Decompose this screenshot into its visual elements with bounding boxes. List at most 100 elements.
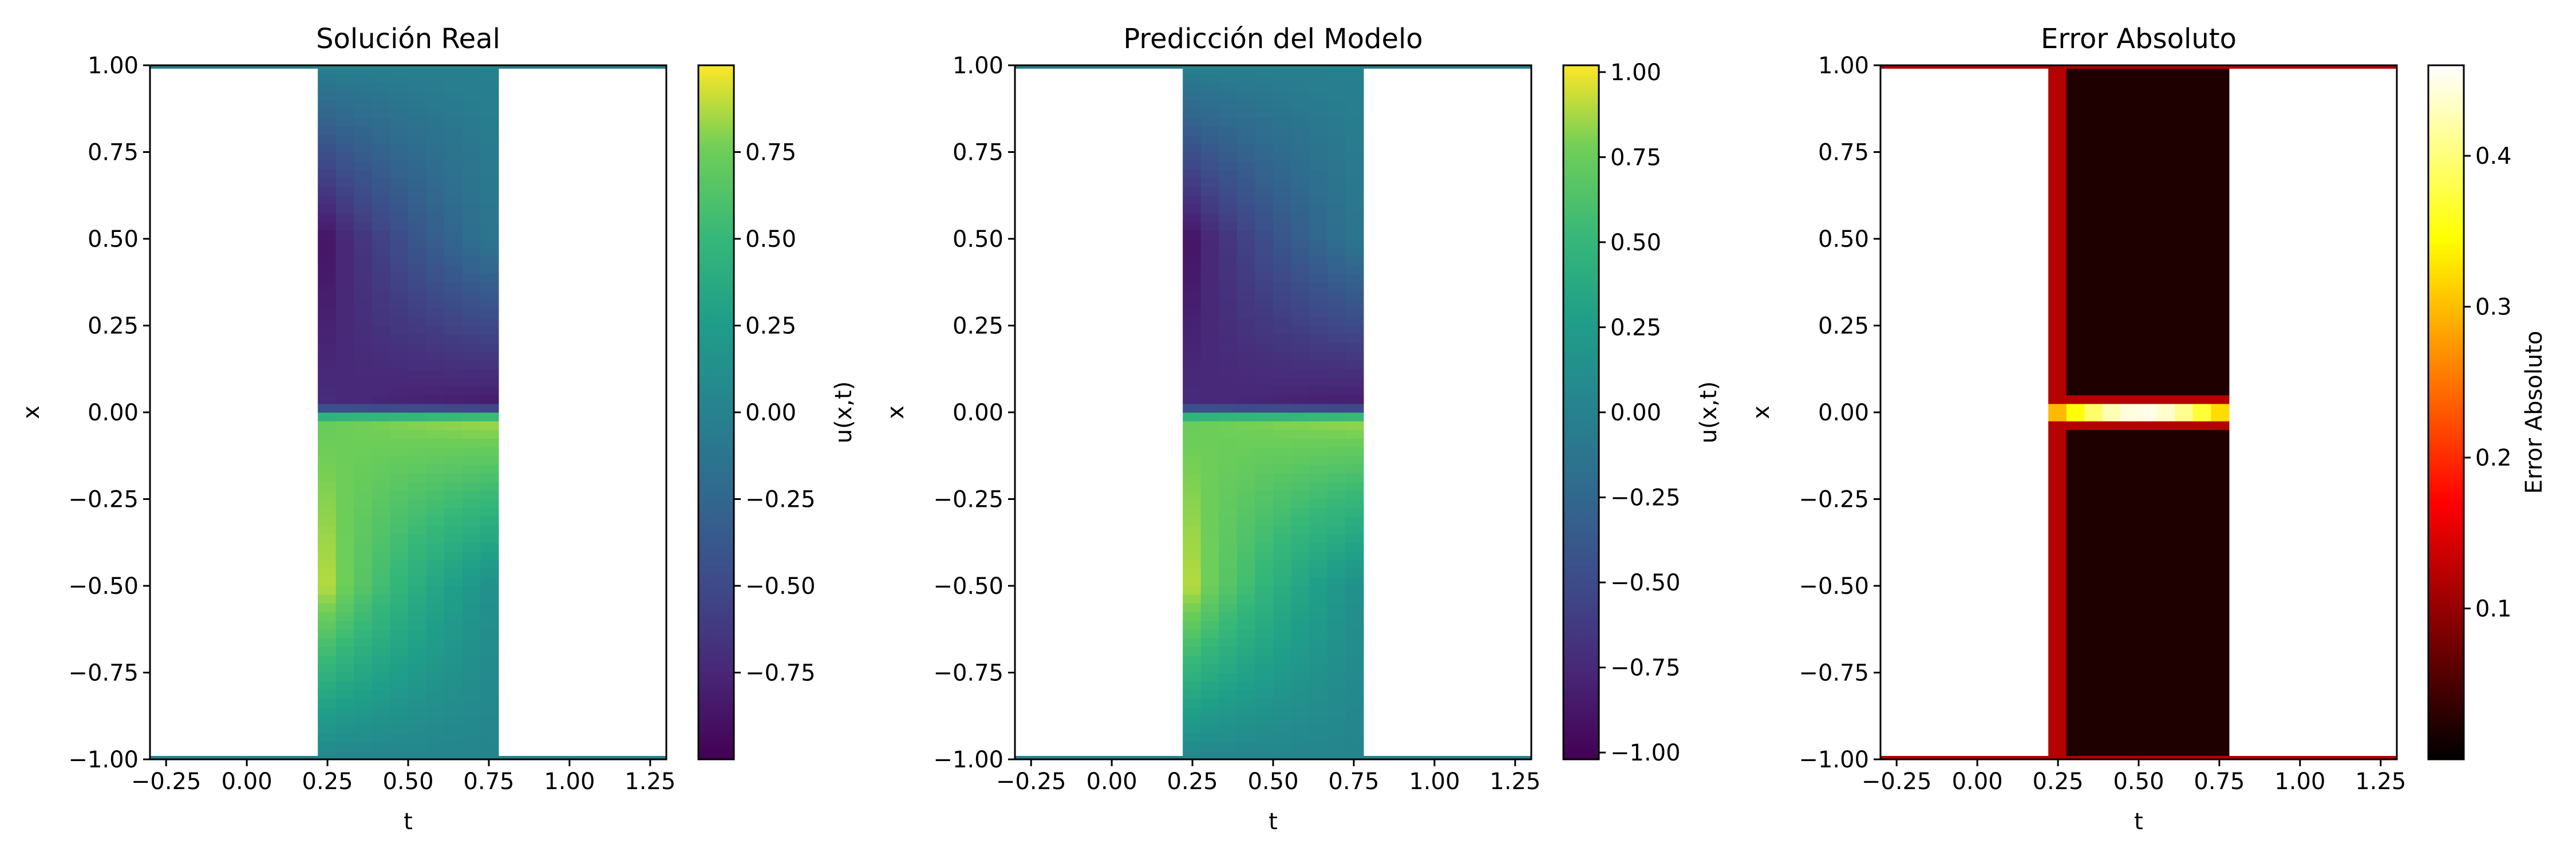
heatmap-cell (1273, 135, 1292, 144)
heatmap-cell (2066, 308, 2085, 317)
heatmap-cell (426, 360, 445, 369)
heatmap-cell (2048, 369, 2067, 378)
heatmap-cell (426, 542, 445, 551)
heatmap-cell (2084, 664, 2103, 673)
heatmap-cell (462, 681, 481, 691)
heatmap-cell (2102, 698, 2121, 708)
heatmap-cell (2120, 612, 2139, 621)
heatmap-cell (372, 178, 391, 187)
heatmap-cell (1183, 290, 1202, 300)
heatmap-cell (1183, 637, 1202, 647)
heatmap-cell (462, 534, 481, 543)
heatmap-cell (462, 178, 481, 187)
heatmap-cell (1291, 169, 1310, 179)
heatmap-cell (1183, 559, 1202, 569)
heatmap-cell (372, 126, 391, 135)
heatmap-cell (462, 742, 481, 751)
heatmap-cell (2084, 308, 2103, 317)
heatmap-cell (2192, 421, 2211, 430)
heatmap-cell (480, 464, 499, 474)
heatmap-cell (354, 265, 373, 274)
heatmap-cell (1236, 724, 1256, 734)
heatmap-cell (1327, 507, 1346, 517)
heatmap-cell (354, 143, 373, 153)
heatmap-cell (2066, 412, 2085, 421)
heatmap-cell (408, 334, 427, 344)
heatmap-cell (480, 525, 499, 534)
heatmap-cell (1200, 629, 1219, 639)
x-tick-label: 0.75 (1328, 769, 1379, 795)
heatmap-cell (2211, 273, 2230, 283)
heatmap-cell (335, 195, 354, 204)
heatmap-cell (2084, 100, 2103, 109)
heatmap-cell (1345, 342, 1364, 352)
heatmap-cell (390, 586, 409, 595)
heatmap-cell (2066, 334, 2085, 344)
heatmap-cell (1327, 273, 1346, 283)
heatmap-cell (1273, 290, 1292, 300)
heatmap-cell (480, 126, 499, 135)
heatmap-cell (1200, 637, 1219, 647)
heatmap-cell (1291, 742, 1310, 751)
heatmap-cell (1219, 143, 1238, 153)
heatmap-cell (1183, 265, 1202, 274)
heatmap-cell (1309, 282, 1328, 291)
heatmap-cell (1291, 464, 1310, 474)
heatmap-cell (1345, 178, 1364, 187)
heatmap-cell (1345, 412, 1364, 421)
heatmap-cell (354, 74, 373, 83)
heatmap-cell (408, 724, 427, 734)
heatmap-cell (2048, 612, 2067, 621)
heatmap-cell (444, 629, 463, 639)
heatmap-cell (1273, 473, 1292, 482)
heatmap-cell (2192, 637, 2211, 647)
heatmap-cell (372, 473, 391, 482)
heatmap-cell (1200, 126, 1219, 135)
heatmap-cell (1273, 603, 1292, 613)
heatmap-cell (2066, 143, 2085, 153)
heatmap-cell (335, 342, 354, 352)
heatmap-cell (2120, 551, 2139, 561)
heatmap-cell (2084, 577, 2103, 586)
heatmap-cell (2120, 308, 2139, 317)
heatmap-cell (2175, 152, 2194, 161)
heatmap-cell (426, 455, 445, 465)
heatmap-cell (390, 412, 409, 421)
heatmap-cell (426, 586, 445, 595)
x-tick-label: 0.50 (1247, 769, 1298, 795)
heatmap-cell (2120, 412, 2139, 421)
heatmap-cell (335, 733, 354, 743)
heatmap-cell (1291, 525, 1310, 534)
heatmap-cell (1345, 195, 1364, 204)
heatmap-cell (2156, 490, 2175, 500)
heatmap-cell (1309, 681, 1328, 691)
heatmap-cell (2084, 516, 2103, 526)
heatmap-cell (426, 629, 445, 639)
heatmap-cell (444, 126, 463, 135)
heatmap-cell (390, 360, 409, 369)
heatmap-cell (354, 689, 373, 699)
heatmap-cell (372, 160, 391, 170)
heatmap-cell (462, 655, 481, 664)
heatmap-cell (2139, 438, 2158, 448)
heatmap-cell (2102, 282, 2121, 291)
heatmap-cell (318, 325, 337, 335)
heatmap-cell (1255, 482, 1274, 491)
heatmap-cell (408, 117, 427, 127)
heatmap-cell (1273, 143, 1292, 153)
heatmap-cell (1327, 542, 1346, 551)
heatmap-cell (2175, 447, 2194, 456)
heatmap-cell (1255, 342, 1274, 352)
heatmap-cell (2192, 647, 2211, 656)
heatmap-cell (1183, 135, 1202, 144)
heatmap-cell (2156, 100, 2175, 109)
heatmap-cell (480, 282, 499, 291)
heatmap-cell (2192, 438, 2211, 448)
heatmap-cell (2156, 534, 2175, 543)
heatmap-cell (1219, 377, 1238, 387)
heatmap-cell (1183, 351, 1202, 361)
heatmap-cell (462, 369, 481, 378)
heatmap-cell (2120, 698, 2139, 708)
heatmap-cell (2102, 542, 2121, 551)
heatmap-cell (2192, 212, 2211, 222)
